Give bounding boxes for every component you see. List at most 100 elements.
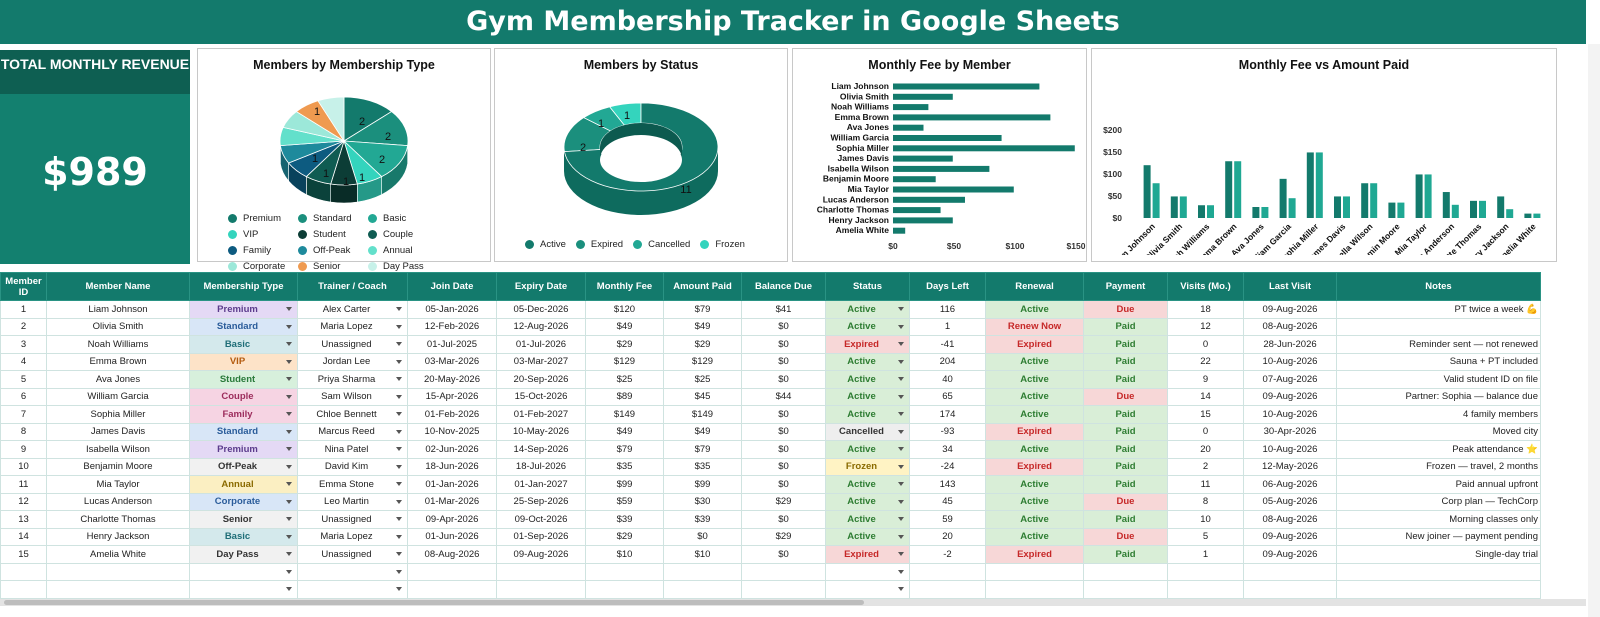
dropdown-arrow-icon[interactable]	[898, 429, 904, 434]
table-cell[interactable]: Olivia Smith	[46, 317, 190, 336]
dropdown-arrow-icon[interactable]	[898, 324, 904, 329]
table-cell[interactable]: Active	[985, 405, 1084, 424]
table-cell[interactable]: 7	[0, 405, 47, 424]
table-cell[interactable]: 2	[1167, 457, 1244, 476]
dropdown-arrow-icon[interactable]	[286, 587, 292, 591]
table-cell[interactable]: $0	[741, 335, 826, 354]
table-row[interactable]: 2 Olivia Smith Standard Maria Lopez 12-Feb-2…	[0, 317, 1541, 336]
table-cell[interactable]: 0	[1167, 335, 1244, 354]
table-cell[interactable]: Frozen — travel, 2 months	[1336, 457, 1541, 476]
table-cell[interactable]: 59	[909, 510, 986, 529]
table-cell[interactable]	[741, 562, 826, 581]
table-cell[interactable]: $0	[741, 475, 826, 494]
table-cell[interactable]: Expired	[825, 335, 910, 354]
dropdown-arrow-icon[interactable]	[396, 499, 402, 504]
table-cell[interactable]: Active	[985, 527, 1084, 546]
dropdown-arrow-icon[interactable]	[396, 412, 402, 416]
column-header[interactable]: Join Date	[407, 272, 497, 301]
table-cell[interactable]	[0, 562, 47, 581]
table-cell[interactable]: Benjamin Moore	[46, 457, 190, 476]
table-cell[interactable]: David Kim	[297, 457, 408, 476]
table-cell[interactable]	[985, 562, 1084, 581]
table-cell[interactable]: Paid	[1083, 370, 1168, 389]
dropdown-arrow-icon[interactable]	[898, 394, 904, 399]
table-cell[interactable]: 01-Jul-2025	[407, 335, 497, 354]
table-cell[interactable]: Henry Jackson	[46, 527, 190, 546]
dropdown-arrow-icon[interactable]	[898, 342, 904, 346]
table-row[interactable]: 10 Benjamin Moore Off-Peak David Kim 18-Jun-…	[0, 457, 1541, 476]
table-cell[interactable]: Active	[985, 370, 1084, 389]
dropdown-arrow-icon[interactable]	[396, 359, 402, 364]
table-cell[interactable]	[1083, 562, 1168, 581]
table-cell[interactable]	[407, 562, 497, 581]
table-row[interactable]: 15 Amelia White Day Pass Unassigned 08-Aug-2…	[0, 545, 1541, 564]
table-row[interactable]: 6 William Garcia Couple Sam Wilson 15-Apr-20…	[0, 387, 1541, 406]
table-cell[interactable]: 03-Mar-2027	[496, 352, 586, 371]
dropdown-arrow-icon[interactable]	[286, 499, 292, 504]
table-cell[interactable]: 10	[1167, 510, 1244, 529]
table-cell[interactable]: Student	[189, 370, 298, 389]
table-cell[interactable]: 14-Sep-2026	[496, 440, 586, 459]
dropdown-arrow-icon[interactable]	[286, 482, 292, 486]
table-cell[interactable]: 1	[909, 317, 986, 336]
table-cell[interactable]: 13	[0, 510, 47, 529]
dropdown-arrow-icon[interactable]	[286, 342, 292, 346]
table-cell[interactable]: Paid annual upfront	[1336, 475, 1541, 494]
dropdown-arrow-icon[interactable]	[286, 377, 292, 381]
dropdown-arrow-icon[interactable]	[898, 447, 904, 451]
dropdown-arrow-icon[interactable]	[396, 429, 402, 434]
table-cell[interactable]: Lucas Anderson	[46, 492, 190, 511]
table-cell[interactable]: 116	[909, 300, 986, 319]
table-cell[interactable]: 5	[1167, 527, 1244, 546]
table-cell[interactable]: 174	[909, 405, 986, 424]
table-cell[interactable]: Unassigned	[297, 510, 408, 529]
table-cell[interactable]	[741, 580, 826, 599]
table-cell[interactable]: 09-Apr-2026	[407, 510, 497, 529]
table-cell[interactable]: Premium	[189, 440, 298, 459]
table-row[interactable]: 11 Mia Taylor Annual Emma Stone 01-Jan-2026 0…	[0, 475, 1541, 494]
table-cell[interactable]: $10	[585, 545, 664, 564]
table-cell[interactable]: 10-Nov-2025	[407, 422, 497, 441]
table-cell[interactable]: Reminder sent — not renewed	[1336, 335, 1541, 354]
dropdown-arrow-icon[interactable]	[898, 359, 904, 364]
table-cell[interactable]	[46, 580, 190, 599]
table-row[interactable]: 14 Henry Jackson Basic Maria Lopez 01-Jun-20…	[0, 527, 1541, 546]
table-cell[interactable]: $49	[585, 422, 664, 441]
table-cell[interactable]: Unassigned	[297, 335, 408, 354]
dropdown-arrow-icon[interactable]	[286, 324, 292, 329]
dropdown-arrow-icon[interactable]	[396, 342, 402, 346]
dropdown-arrow-icon[interactable]	[898, 552, 904, 556]
table-cell[interactable]: 28-Jun-2026	[1243, 335, 1337, 354]
table-cell[interactable]: Valid student ID on file	[1336, 370, 1541, 389]
dropdown-arrow-icon[interactable]	[286, 429, 292, 434]
table-cell[interactable]: 05-Dec-2026	[496, 300, 586, 319]
table-cell[interactable]: Emma Brown	[46, 352, 190, 371]
table-cell[interactable]	[1167, 580, 1244, 599]
table-cell[interactable]: -2	[909, 545, 986, 564]
table-cell[interactable]: $79	[663, 300, 742, 319]
table-cell[interactable]: -24	[909, 457, 986, 476]
table-cell[interactable]: $99	[663, 475, 742, 494]
table-cell[interactable]: 10	[0, 457, 47, 476]
table-cell[interactable]: $99	[585, 475, 664, 494]
table-cell[interactable]: Paid	[1083, 335, 1168, 354]
table-cell[interactable]: 10-Aug-2026	[1243, 405, 1337, 424]
table-cell[interactable]: 20-Sep-2026	[496, 370, 586, 389]
table-cell[interactable]: Expired	[985, 422, 1084, 441]
table-cell[interactable]	[663, 562, 742, 581]
column-header[interactable]: Amount Paid	[663, 272, 742, 301]
table-cell[interactable]: $29	[585, 527, 664, 546]
dropdown-arrow-icon[interactable]	[898, 412, 904, 416]
table-cell[interactable]: 09-Aug-2026	[1243, 300, 1337, 319]
table-cell[interactable]: $29	[663, 335, 742, 354]
table-cell[interactable]: Paid	[1083, 422, 1168, 441]
scrollbar-thumb[interactable]	[4, 600, 864, 605]
table-cell[interactable]: 40	[909, 370, 986, 389]
table-cell[interactable]	[909, 562, 986, 581]
table-cell[interactable]: Paid	[1083, 510, 1168, 529]
table-cell[interactable]: 12	[1167, 317, 1244, 336]
table-cell[interactable]: -93	[909, 422, 986, 441]
table-cell[interactable]: Partner: Sophia — balance due	[1336, 387, 1541, 406]
table-cell[interactable]: 11	[1167, 475, 1244, 494]
column-header[interactable]: Member ID	[0, 272, 47, 301]
